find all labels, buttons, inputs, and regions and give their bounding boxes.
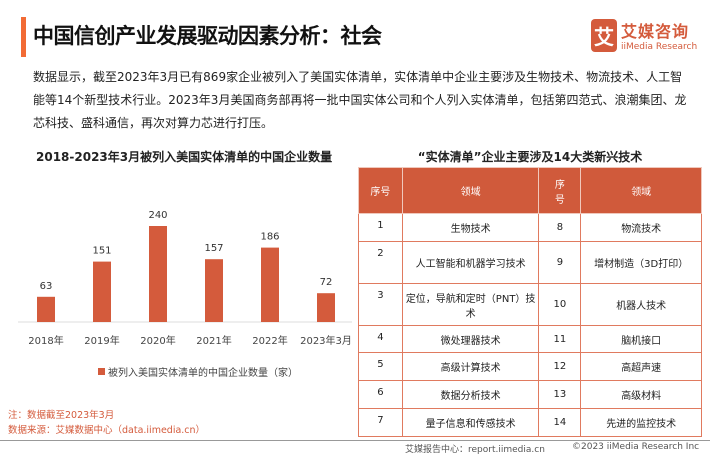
- footer-report-link[interactable]: 艾媒报告中心：report.iimedia.cn: [405, 445, 545, 455]
- table-row: 2 人工智能和机器学习技术 9 增材制造（3D打印）: [358, 241, 702, 284]
- x-tick-label: 2020年: [140, 334, 175, 347]
- row-field: 先进的监控技术: [580, 408, 702, 437]
- notes: 注：数据截至2023年3月 数据来源：艾媒数据中心（data.iimedia.c…: [8, 408, 205, 438]
- x-tick-label: 2021年: [196, 334, 231, 347]
- table-header-1: 领域: [401, 167, 540, 214]
- page-title: 中国信创产业发展驱动因素分析：社会: [33, 24, 382, 48]
- row-field: 机器人技术: [580, 283, 702, 326]
- row-field: 微处理器技术: [401, 325, 540, 353]
- bar: [317, 293, 335, 322]
- row-field: 人工智能和机器学习技术: [401, 241, 540, 284]
- table-header-0: 序号: [358, 167, 403, 214]
- bar: [205, 259, 223, 322]
- row-number: 13: [538, 380, 582, 409]
- table-header-2: 序号: [538, 167, 582, 214]
- row-field: 物流技术: [580, 213, 702, 242]
- data-label: 151: [92, 246, 111, 257]
- data-label: 240: [148, 210, 167, 221]
- legend-swatch: [98, 368, 105, 375]
- logo-icon: 艾: [591, 18, 617, 52]
- row-number: 1: [358, 213, 403, 242]
- logo-en: iiMedia Research: [621, 42, 698, 52]
- row-number: 4: [358, 325, 403, 353]
- chart-title: 2018-2023年3月被列入美国实体清单的中国企业数量: [36, 150, 333, 164]
- x-tick-label: 2023年3月: [300, 334, 352, 347]
- bar: [261, 247, 279, 322]
- row-number: 14: [538, 408, 582, 437]
- row-number: 3: [358, 283, 403, 326]
- row-field: 高级计算技术: [401, 352, 540, 381]
- bar-chart: 63 2018年 151 2019年 240 2020年 157 2021年 186 2022年 7…: [18, 210, 352, 347]
- bar: [37, 296, 55, 322]
- row-field: 定位，导航和定时（PNT）技术: [401, 283, 540, 326]
- row-number: 11: [538, 325, 582, 353]
- table-header-3: 领域: [580, 167, 702, 214]
- table-title: “实体清单”企业主要涉及14大类新兴技术: [417, 150, 643, 164]
- row-number: 8: [538, 213, 582, 242]
- row-number: 2: [358, 241, 403, 284]
- table-row: 1 生物技术 8 物流技术: [358, 213, 702, 242]
- legend-label: 被列入美国实体清单的中国企业数量（家）: [108, 368, 298, 379]
- table-row: 3 定位，导航和定时（PNT）技术 10 机器人技术: [358, 283, 702, 326]
- bar: [93, 261, 111, 322]
- data-label: 63: [40, 281, 53, 292]
- data-label: 72: [320, 277, 333, 288]
- row-field: 高超声速: [580, 352, 702, 381]
- footer-copyright: ©2023 iiMedia Research Inc: [572, 442, 700, 452]
- x-tick-label: 2022年: [252, 334, 287, 347]
- row-number: 9: [538, 241, 582, 284]
- x-tick-label: 2019年: [84, 334, 119, 347]
- logo-cn: 艾媒咨询: [621, 22, 690, 41]
- x-tick-label: 2018年: [28, 334, 63, 347]
- row-number: 5: [358, 352, 403, 381]
- data-label: 157: [204, 243, 223, 254]
- data-label: 186: [260, 232, 279, 243]
- chart-legend: 被列入美国实体清单的中国企业数量（家）: [98, 364, 298, 379]
- row-number: 10: [538, 283, 582, 326]
- intro-paragraph: 数据显示，截至2023年3月已有869家企业被列入了美国实体清单，实体清单中企业…: [33, 70, 687, 130]
- row-field: 生物技术: [401, 213, 540, 242]
- row-field: 高级材料: [580, 380, 702, 409]
- row-field: 脑机接口: [580, 325, 702, 353]
- source-text: 数据来源：艾媒数据中心（data.iimedia.cn）: [8, 425, 206, 436]
- footer-divider: [0, 440, 710, 441]
- tech-table: 序号 领域 序号 领域 1 生物技术 8 物流技术 2 人工智能和机器学习技术 9 增材制造（3D打…: [358, 167, 702, 437]
- table-row: 7 量子信息和传感技术 14 先进的监控技术: [358, 408, 702, 437]
- note-text: 注：数据截至2023年3月: [8, 410, 115, 421]
- row-field: 增材制造（3D打印）: [580, 241, 702, 284]
- table-row: 6 数据分析技术 13 高级材料: [358, 380, 702, 409]
- row-field: 数据分析技术: [401, 380, 540, 409]
- logo: 艾 艾媒咨询 iiMedia Research: [591, 18, 697, 52]
- table-row: 4 微处理器技术 11 脑机接口: [358, 325, 702, 353]
- row-number: 12: [538, 352, 582, 381]
- title-accent-bar: [21, 17, 26, 57]
- bar: [149, 226, 167, 322]
- row-field: 量子信息和传感技术: [401, 408, 540, 437]
- table-row: 5 高级计算技术 12 高超声速: [358, 352, 702, 381]
- row-number: 7: [358, 408, 403, 437]
- row-number: 6: [358, 380, 403, 409]
